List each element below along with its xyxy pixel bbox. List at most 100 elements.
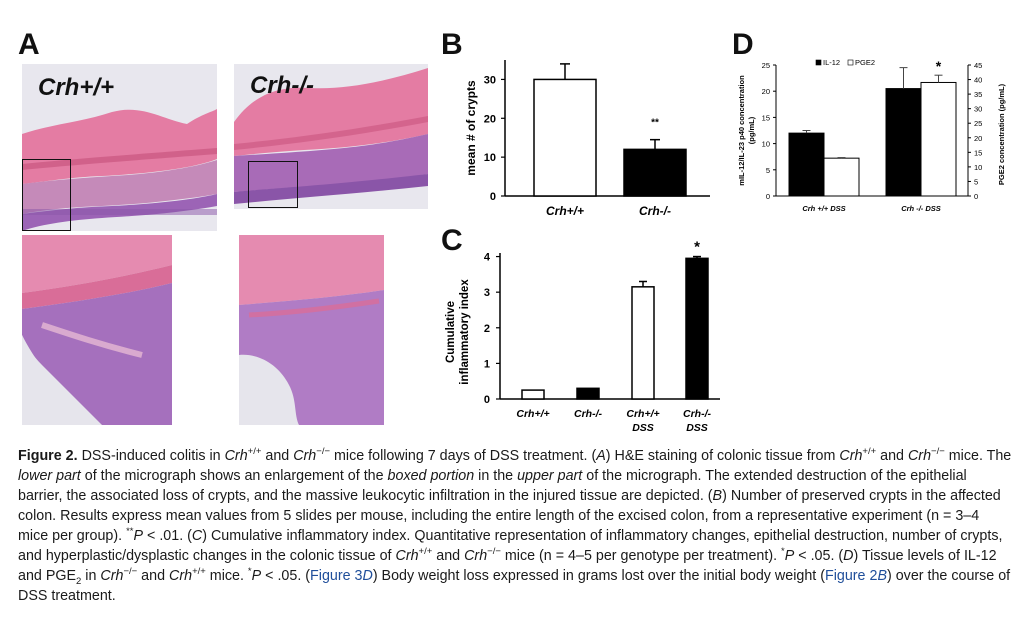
caption-segment: P <box>251 568 262 584</box>
caption-segment: in the <box>474 468 518 484</box>
y-tick-label: 3 <box>484 287 490 299</box>
x-tick-label: Crh+/+ <box>546 204 584 218</box>
caption-segment: −/− <box>931 446 945 458</box>
caption-segment: * <box>247 566 252 578</box>
legend-label: IL-12 <box>823 58 840 67</box>
caption-segment: Crh <box>100 568 124 584</box>
y-tick-label-right: 30 <box>974 105 982 114</box>
caption-segment: upper part <box>517 468 583 484</box>
caption-segment: ) Number of preserved crypts in the affe… <box>18 488 1001 544</box>
y-axis-label: inflammatory index <box>459 279 471 385</box>
figure-link[interactable]: Figure 2 <box>824 568 878 584</box>
y-tick-label-left: 5 <box>766 166 770 175</box>
y-tick-label-left: 20 <box>762 87 770 96</box>
figure-link[interactable]: Figure 3 <box>310 568 363 584</box>
caption-segment: Crh <box>907 448 932 464</box>
chart-b-crypts: 0 10 20 30 mean # of crypts Crh+/+ Crh-/- ** <box>464 60 710 218</box>
y-axis-label: Cumulative <box>445 301 457 363</box>
y-tick-label-right: 15 <box>974 148 982 157</box>
y-tick-label: 2 <box>484 323 490 335</box>
caption-segment: DSS-induced colitis in <box>77 448 225 464</box>
panel-c-letter: C <box>441 224 463 257</box>
y-tick-label-right: 25 <box>974 119 982 128</box>
y-axis-label: mean # of crypts <box>464 80 478 176</box>
panel-a-letter: A <box>18 28 40 61</box>
caption-segment: of the micrograph shows an enlargement o… <box>80 468 388 484</box>
y-tick-label-right: 45 <box>974 61 982 70</box>
caption-segment: Crh <box>224 448 248 464</box>
x-tick-label: Crh-/- <box>574 408 602 420</box>
bar-Crh-/- <box>623 148 687 197</box>
y-tick-label-right: 0 <box>974 192 978 201</box>
x-tick-label: Crh+/+ <box>516 408 549 420</box>
y-tick-label: 30 <box>484 74 496 86</box>
y-tick-label: 4 <box>484 252 491 264</box>
caption-segment: Crh <box>839 448 863 464</box>
bar <box>631 286 655 400</box>
caption-segment: ) Tissue levels of IL-12 and PGE <box>18 548 997 584</box>
caption-segment: mice. The <box>944 448 1012 464</box>
caption-segment: Crh <box>169 568 193 584</box>
caption-segment: +/+ <box>192 566 206 578</box>
significance-marker: * <box>694 239 700 256</box>
x-tick-label: Crh+/+ <box>626 408 659 420</box>
caption-segment: lower part <box>18 468 81 484</box>
significance-marker: ** <box>651 118 659 129</box>
caption-segment: boxed portion <box>387 468 475 484</box>
bar <box>521 389 545 400</box>
y-tick-label-left: 25 <box>762 61 770 70</box>
figure-link[interactable]: B <box>877 568 887 584</box>
legend-label: PGE2 <box>855 58 875 67</box>
boxed-region-ko <box>248 161 298 208</box>
y-tick-label: 0 <box>484 394 490 406</box>
caption-segment: +/+ <box>418 546 433 558</box>
caption-segment: ** <box>126 526 134 538</box>
boxed-region-wt <box>22 159 71 231</box>
caption-segment: Crh <box>293 448 317 464</box>
bar <box>685 257 709 400</box>
y-tick-label-right: 10 <box>974 163 982 172</box>
significance-marker: * <box>936 58 942 74</box>
legend-swatch-il12 <box>815 59 822 66</box>
x-tick-label: Crh-/- <box>639 204 671 218</box>
x-tick-label: DSS <box>686 422 708 434</box>
caption-segment: +/+ <box>862 446 877 458</box>
y-tick-label-right: 40 <box>974 76 982 85</box>
legend-swatch-pge2 <box>847 59 854 66</box>
caption-segment: < .05. ( <box>261 568 311 584</box>
y-tick-label-left: 10 <box>762 140 770 149</box>
caption-segment: ) H&E staining of colonic tissue from <box>605 448 840 464</box>
he-tissue-enlarged-image <box>22 235 172 425</box>
caption-segment: C <box>191 528 203 544</box>
bar <box>576 387 600 400</box>
panel-d-letter: D <box>732 28 754 61</box>
chart-c-inflammatory-index: 0 1 2 3 4 Cumulative inflammatory index Crh+/+ C… <box>445 239 720 434</box>
caption-segment: P <box>133 528 144 544</box>
micrograph-crh-ko-enlarged <box>239 235 384 425</box>
y-tick-label-left: 0 <box>766 192 770 201</box>
bar-IL-12 <box>788 132 825 197</box>
label-crh-ko: Crh-/- <box>250 72 314 99</box>
caption-segment: * <box>781 546 785 558</box>
caption-segment: ) over the course of DSS treatment. <box>18 568 1011 604</box>
bar-IL-12 <box>885 88 922 197</box>
x-tick-label: Crh-/- <box>683 408 711 420</box>
y-tick-label: 20 <box>484 113 496 125</box>
y-tick-label: 1 <box>484 358 490 370</box>
caption-segment: Crh <box>395 548 419 564</box>
caption-segment: Crh <box>464 548 488 564</box>
caption-segment: −/− <box>123 566 138 578</box>
micrograph-crh-wt-enlarged <box>22 235 172 425</box>
bar-PGE2 <box>823 157 860 197</box>
he-tissue-image <box>234 64 428 209</box>
x-tick-label: DSS <box>632 422 654 434</box>
y-axis-right-label: PGE2 concentration (pg/mL) <box>997 83 1006 185</box>
caption-segment: in <box>81 568 101 584</box>
y-tick-label-right: 5 <box>974 177 978 186</box>
caption-segment: ) Cumulative inflammatory index. Quantit… <box>18 528 1003 564</box>
figure-link[interactable]: D <box>362 568 373 584</box>
he-tissue-enlarged-image <box>239 235 384 425</box>
figure-label: Figure 2. <box>18 448 78 464</box>
caption-text: Figure 2. DSS-induced colitis in Crh+/+ … <box>18 446 1013 606</box>
y-tick-label-right: 20 <box>974 134 982 143</box>
